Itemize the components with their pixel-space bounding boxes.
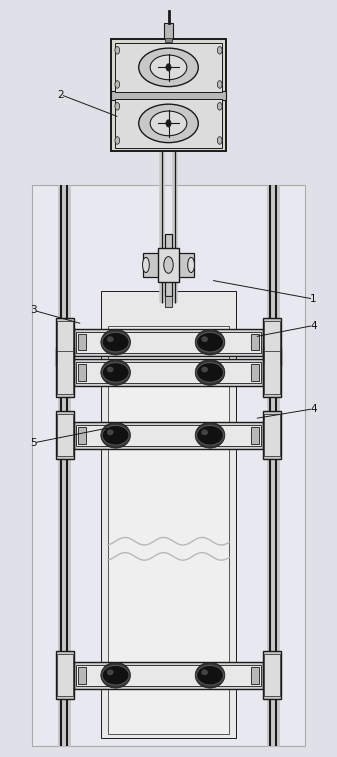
Ellipse shape (107, 366, 114, 372)
Ellipse shape (164, 257, 173, 273)
Ellipse shape (101, 360, 130, 385)
Text: 4: 4 (310, 403, 317, 414)
Bar (165, 234, 172, 296)
Bar (56, 348, 74, 397)
Bar (164, 23, 173, 39)
Bar (78, 334, 86, 350)
Text: 4: 4 (310, 320, 317, 331)
Ellipse shape (166, 120, 171, 127)
Ellipse shape (195, 329, 225, 355)
Bar (78, 427, 86, 444)
Bar (165, 296, 172, 307)
Bar (143, 253, 194, 277)
Bar (101, 291, 236, 738)
Bar (263, 651, 281, 699)
Bar (76, 332, 261, 353)
Bar (78, 364, 86, 381)
Ellipse shape (217, 46, 222, 54)
Text: 1: 1 (310, 294, 317, 304)
Text: 5: 5 (30, 438, 37, 448)
Ellipse shape (143, 257, 149, 273)
Ellipse shape (201, 429, 208, 435)
Bar (115, 42, 222, 92)
Bar (264, 414, 280, 456)
Bar (74, 329, 263, 356)
Bar (264, 654, 280, 696)
Ellipse shape (139, 48, 198, 86)
Ellipse shape (101, 329, 130, 355)
Ellipse shape (107, 669, 114, 675)
Ellipse shape (196, 332, 223, 352)
Ellipse shape (196, 665, 223, 685)
Bar (56, 318, 74, 366)
Bar (111, 91, 226, 100)
Ellipse shape (195, 360, 225, 385)
Ellipse shape (166, 64, 171, 71)
Bar (263, 411, 281, 459)
Bar (108, 326, 229, 734)
Bar (264, 351, 280, 394)
Bar (76, 425, 261, 446)
Ellipse shape (115, 137, 120, 145)
Bar (76, 362, 261, 383)
Bar (251, 427, 259, 444)
Ellipse shape (196, 363, 223, 382)
Bar (57, 654, 73, 696)
Ellipse shape (115, 81, 120, 89)
Bar (57, 321, 73, 363)
Ellipse shape (195, 422, 225, 448)
Ellipse shape (115, 46, 120, 54)
Ellipse shape (107, 336, 114, 342)
Text: 2: 2 (57, 89, 64, 100)
Ellipse shape (115, 102, 120, 110)
Ellipse shape (102, 363, 129, 382)
Ellipse shape (196, 425, 223, 445)
Ellipse shape (217, 137, 222, 145)
Ellipse shape (150, 55, 187, 79)
Bar (76, 665, 261, 686)
Ellipse shape (201, 366, 208, 372)
Bar (57, 351, 73, 394)
Bar (32, 185, 305, 746)
Bar (264, 321, 280, 363)
Bar (74, 662, 263, 689)
Ellipse shape (217, 102, 222, 110)
Bar (111, 39, 226, 151)
Bar (57, 414, 73, 456)
Bar (263, 318, 281, 366)
Bar (56, 411, 74, 459)
Ellipse shape (188, 257, 194, 273)
Bar (115, 98, 222, 148)
Bar (263, 348, 281, 397)
Bar (251, 667, 259, 684)
Bar (251, 334, 259, 350)
Bar (158, 248, 179, 282)
Ellipse shape (102, 665, 129, 685)
Ellipse shape (101, 422, 130, 448)
Ellipse shape (150, 111, 187, 136)
Bar (56, 651, 74, 699)
Bar (165, 38, 172, 42)
Ellipse shape (217, 81, 222, 89)
Ellipse shape (107, 429, 114, 435)
Ellipse shape (201, 336, 208, 342)
Ellipse shape (139, 104, 198, 142)
Ellipse shape (201, 669, 208, 675)
Bar (74, 422, 263, 449)
Bar (74, 359, 263, 386)
Ellipse shape (195, 662, 225, 688)
Bar (251, 364, 259, 381)
Ellipse shape (101, 662, 130, 688)
Bar (78, 667, 86, 684)
Text: 3: 3 (30, 305, 37, 316)
Ellipse shape (102, 425, 129, 445)
Ellipse shape (102, 332, 129, 352)
